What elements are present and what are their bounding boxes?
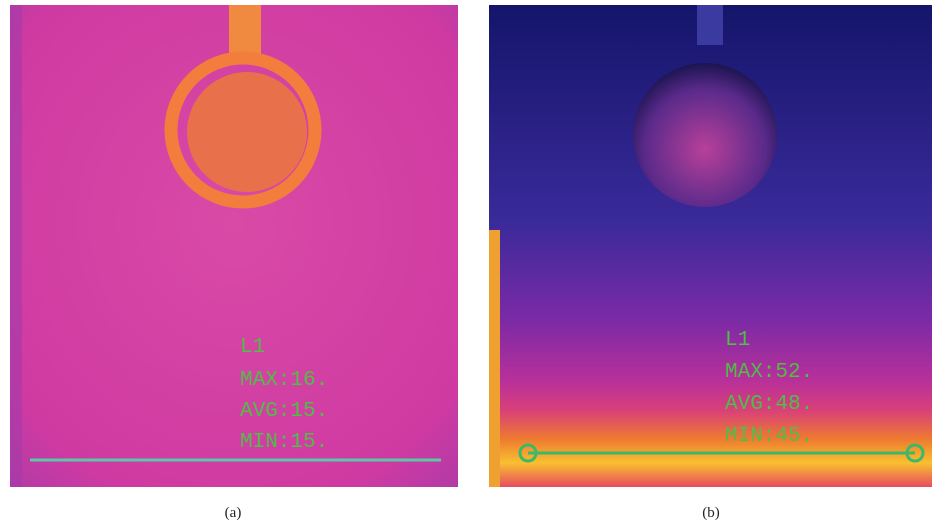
max-readout: MAX:52. (725, 361, 813, 384)
avg-readout: AVG:48. (725, 393, 813, 416)
caption: (a) (225, 505, 242, 521)
line-label: L1 (725, 329, 750, 352)
max-readout: MAX:16. (240, 369, 328, 392)
hot-edge (489, 230, 500, 487)
holder (697, 5, 723, 45)
ball (187, 72, 307, 192)
avg-readout: AVG:15. (240, 400, 328, 423)
min-readout: MIN:15. (240, 431, 328, 454)
image-edge (10, 5, 22, 487)
panel-a: L1 MAX:16. AVG:15. MIN:15. (a) (10, 5, 458, 521)
line-label: L1 (240, 336, 265, 359)
caption: (b) (702, 505, 720, 521)
min-readout: MIN:45. (725, 425, 813, 448)
panel-b: L1 MAX:52. AVG:48. MIN:45. (b) (489, 5, 932, 521)
figure: L1 MAX:16. AVG:15. MIN:15. (a) L1 MAX:52… (0, 0, 932, 529)
ball (633, 63, 777, 207)
